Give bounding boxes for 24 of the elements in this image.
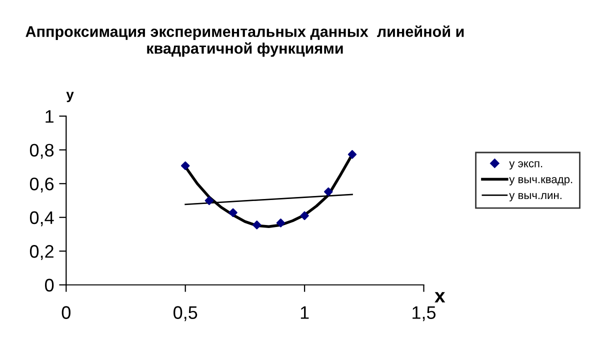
y-axis-title: y [66, 92, 74, 102]
y-tick-label: 0,6 [30, 178, 54, 192]
x-tick-label: 1 [300, 306, 309, 319]
point [180, 161, 190, 170]
x-axis-title: x [434, 292, 446, 302]
point [204, 196, 214, 206]
legend-label: y выч.квадр. [509, 177, 572, 186]
legend-label: y эксп. [509, 161, 542, 170]
x-tick-label: 0 [62, 306, 70, 319]
point [228, 208, 238, 218]
point [324, 187, 333, 196]
x-tick-label: 1,5 [412, 306, 436, 322]
y-tick-label: 1 [46, 110, 54, 123]
chart-title: Аппроксимация экспериментальных данных линейной и квадратичной функциями [26, 25, 464, 57]
point [276, 218, 286, 228]
y-tick-label: 0,8 [30, 144, 54, 159]
y-tick-label: 0,2 [30, 245, 54, 260]
point [348, 150, 357, 159]
y-tick-label: 0,4 [30, 211, 54, 226]
legend-label: y выч.лин. [509, 193, 562, 202]
point [252, 220, 262, 230]
x-tick-label: 0,5 [174, 306, 198, 322]
y-tick-label: 0 [45, 278, 54, 292]
point [300, 211, 309, 220]
